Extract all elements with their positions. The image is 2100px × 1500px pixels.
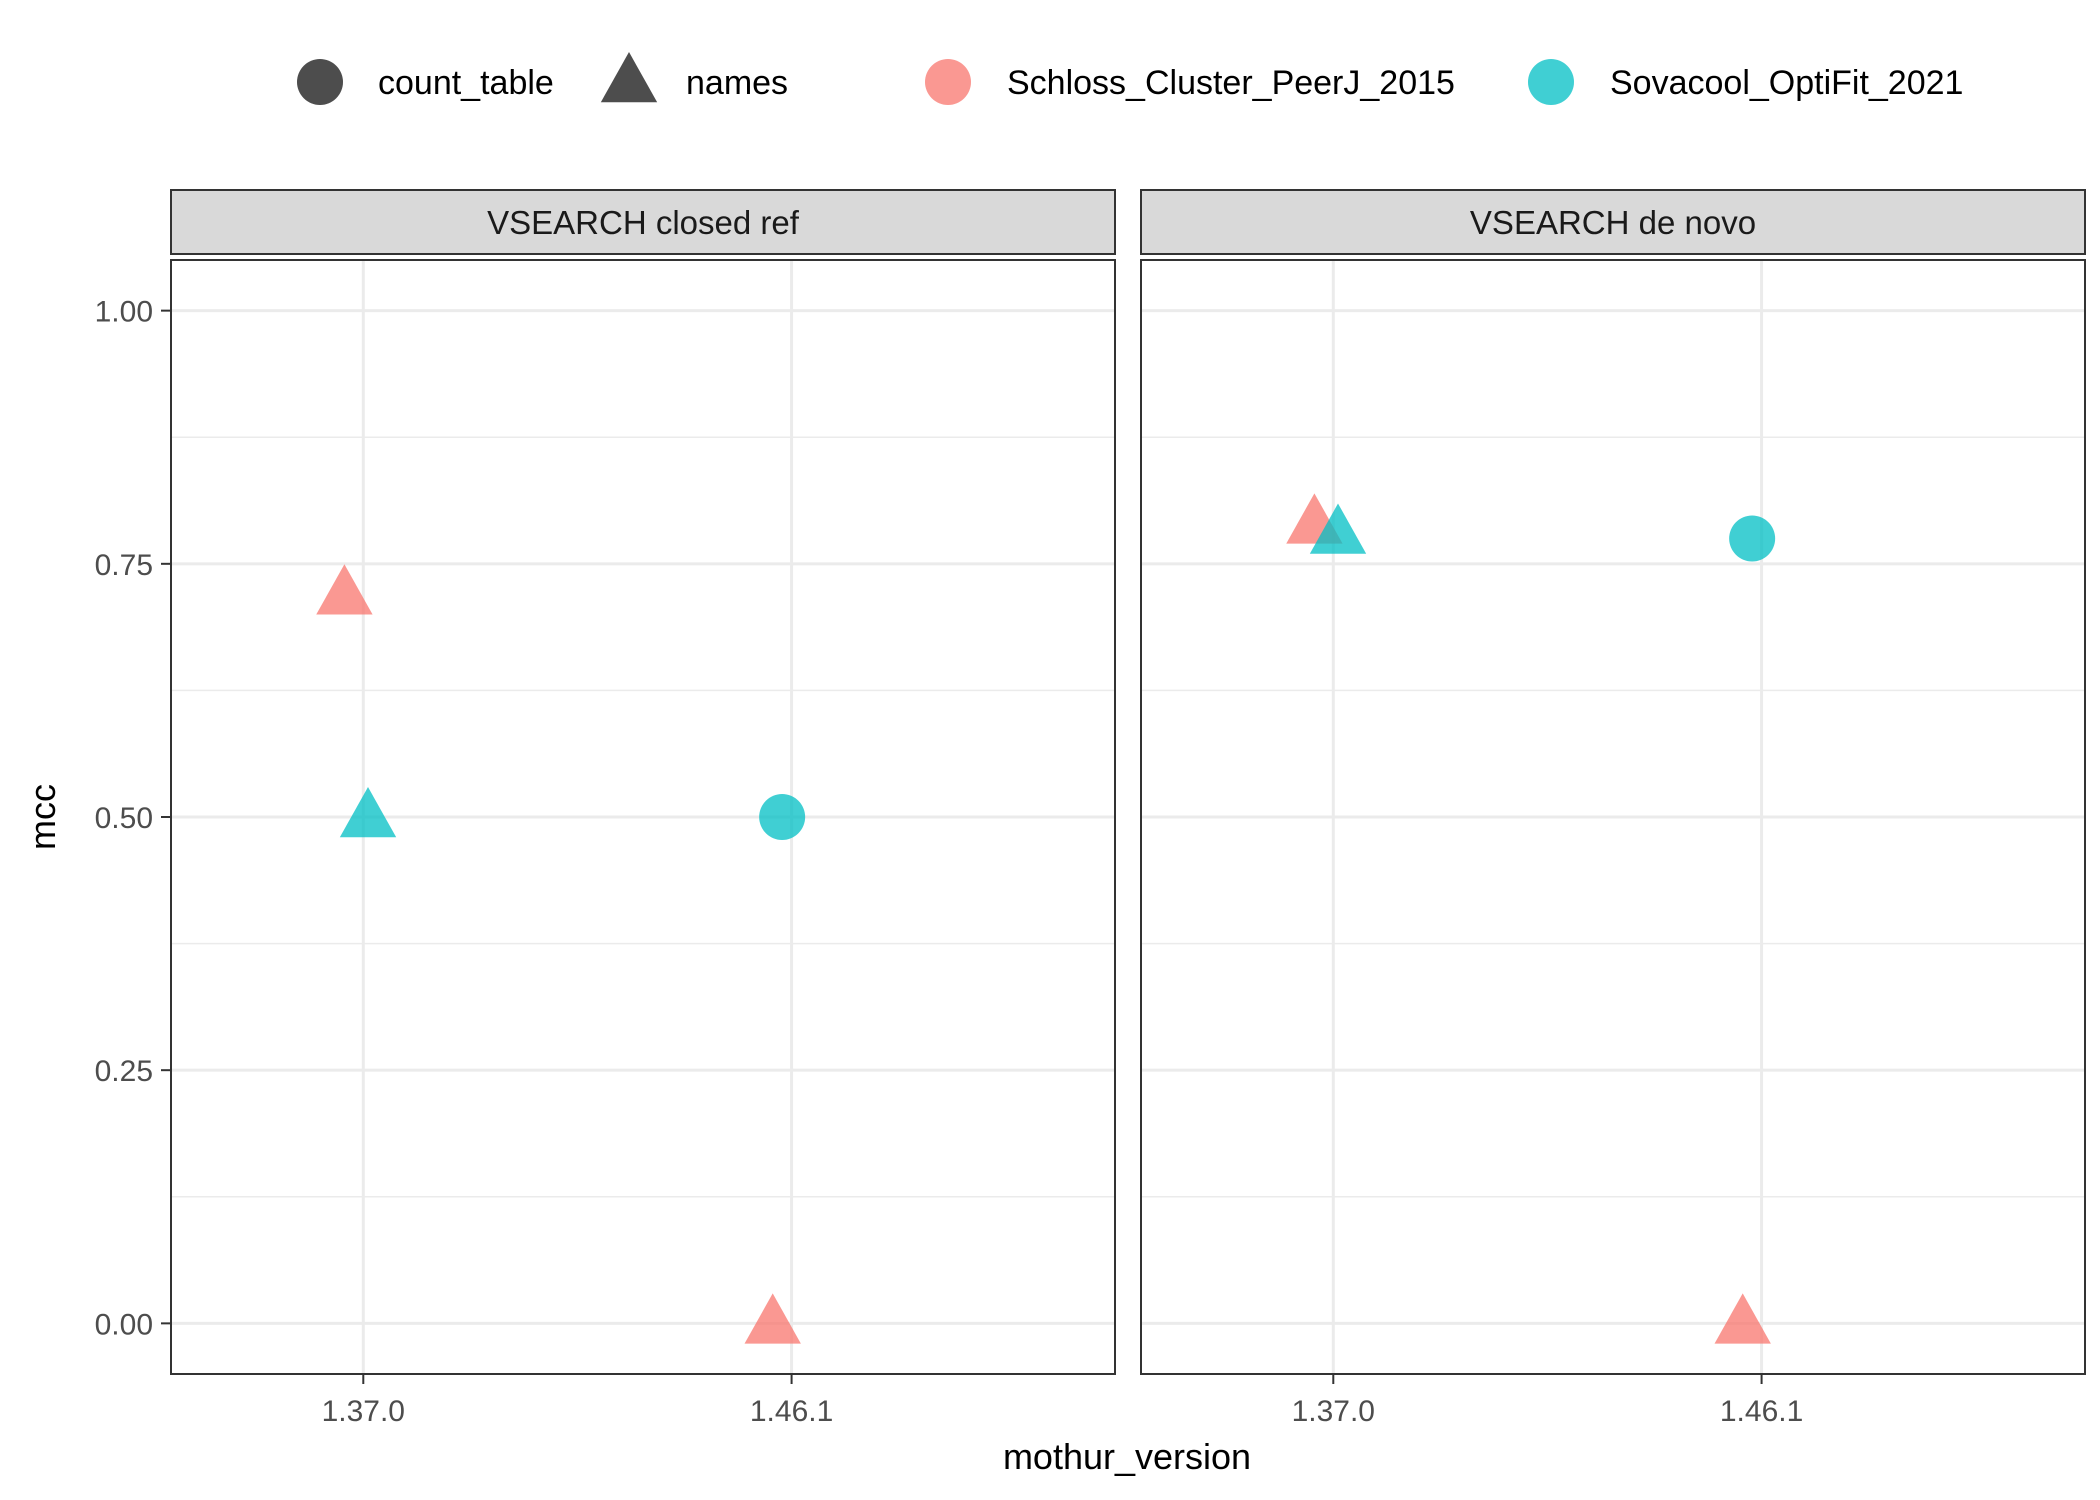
- data-point-triangle: [1714, 1293, 1771, 1344]
- legend: count_table names Schloss_Cluster_PeerJ_20…: [297, 52, 1963, 105]
- legend-key-triangle-icon: [600, 52, 658, 103]
- panel-title: VSEARCH de novo: [1470, 204, 1756, 241]
- x-axis-title: mothur_version: [1003, 1436, 1251, 1477]
- panel-1: VSEARCH closed ref 1.37.0 1.46.1 0.00 0.25 0.…: [95, 189, 1116, 1428]
- data-point-circle: [759, 794, 806, 840]
- legend-item-sovacool_optifit_2021: Sovacool_OptiFit_2021: [1528, 59, 1963, 105]
- legend-key-circle-icon: [297, 59, 343, 105]
- panel-title: VSEARCH closed ref: [487, 204, 800, 241]
- panel-2: VSEARCH de novo 1.37.0 1.46.1: [1140, 189, 2086, 1428]
- y-tick-label: 0.50: [95, 802, 153, 835]
- legend-label: names: [686, 64, 788, 102]
- data-point-triangle: [339, 787, 397, 838]
- data-point-circle: [1729, 515, 1776, 562]
- legend-label: Sovacool_OptiFit_2021: [1610, 64, 1963, 102]
- y-tick-label: 0.75: [95, 549, 153, 582]
- legend-item-count_table: count_table: [297, 59, 554, 105]
- panel-strip: [1140, 189, 2086, 255]
- legend-item-names: names: [600, 52, 788, 103]
- legend-key-circle-icon: [1528, 59, 1574, 105]
- y-tick-label: 1.00: [95, 296, 153, 329]
- legend-label: Schloss_Cluster_PeerJ_2015: [1007, 64, 1455, 102]
- x-tick-label: 1.46.1: [750, 1395, 833, 1428]
- y-tick-label: 0.00: [95, 1308, 153, 1341]
- x-tick-label: 1.37.0: [1292, 1395, 1375, 1428]
- legend-key-circle-icon: [925, 59, 971, 105]
- data-point-triangle: [1309, 503, 1367, 554]
- x-tick-label: 1.46.1: [1720, 1395, 1803, 1428]
- y-tick-label: 0.25: [95, 1055, 153, 1088]
- data-point-triangle: [744, 1293, 801, 1344]
- data-point-triangle: [316, 564, 373, 615]
- panel-border: [1140, 259, 2086, 1375]
- legend-label: count_table: [378, 64, 554, 102]
- legend-item-schloss_cluster_peerj_2015: Schloss_Cluster_PeerJ_2015: [925, 59, 1455, 105]
- y-axis-title: mcc: [22, 784, 63, 850]
- chart-panels: VSEARCH closed ref 1.37.0 1.46.1 0.00 0.25 0.…: [95, 189, 2086, 1428]
- x-tick-label: 1.37.0: [322, 1395, 405, 1428]
- panel-strip: [170, 189, 1116, 255]
